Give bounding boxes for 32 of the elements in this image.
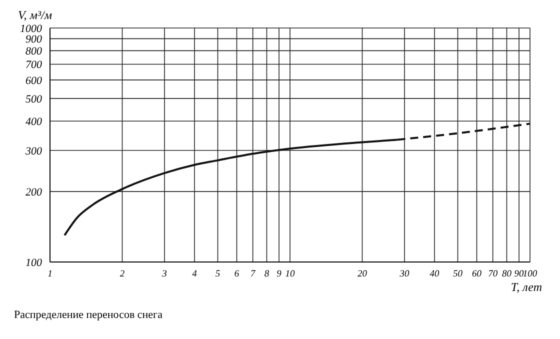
- y-tick-label: 200: [26, 186, 42, 198]
- x-tick-label: 7: [250, 270, 256, 280]
- x-tick-label: 70: [488, 270, 498, 280]
- y-tick-label: 300: [24, 145, 42, 158]
- y-tick-label: 700: [26, 59, 42, 72]
- y-tick-label: 500: [26, 93, 42, 106]
- x-tick-label: 40: [430, 270, 440, 280]
- y-tick-label: 1000: [20, 22, 42, 35]
- x-tick-label: 3: [161, 270, 168, 280]
- y-axis-title: V, м³/м: [18, 8, 54, 22]
- x-tick-label: 80: [502, 270, 512, 280]
- x-tick-label: 4: [192, 270, 198, 280]
- x-tick-label: 90: [514, 270, 524, 280]
- y-tick-label: 100: [26, 256, 42, 269]
- x-tick-label: 6: [234, 270, 240, 280]
- x-tick-label: 100: [522, 270, 538, 280]
- x-tick-label: 9: [276, 270, 282, 280]
- y-tick-label: 800: [26, 46, 42, 58]
- text: Распределение переносов снега: [14, 309, 164, 321]
- y-tick-label: 600: [26, 74, 42, 87]
- x-tick-label: 60: [472, 270, 482, 280]
- x-axis-title: T, лет: [510, 280, 542, 295]
- x-tick-label: 10: [285, 270, 295, 280]
- x-tick-label: 20: [357, 270, 368, 280]
- y-tick-label: 900: [26, 34, 42, 46]
- x-tick-label: 8: [264, 270, 270, 280]
- x-tick-label: 50: [453, 270, 463, 280]
- x-tick-label: 30: [398, 270, 410, 280]
- x-tick-label: 1: [48, 270, 52, 280]
- x-tick-label: 5: [215, 270, 220, 280]
- x-tick-label: 2: [120, 270, 125, 280]
- y-tick-label: 400: [26, 116, 42, 128]
